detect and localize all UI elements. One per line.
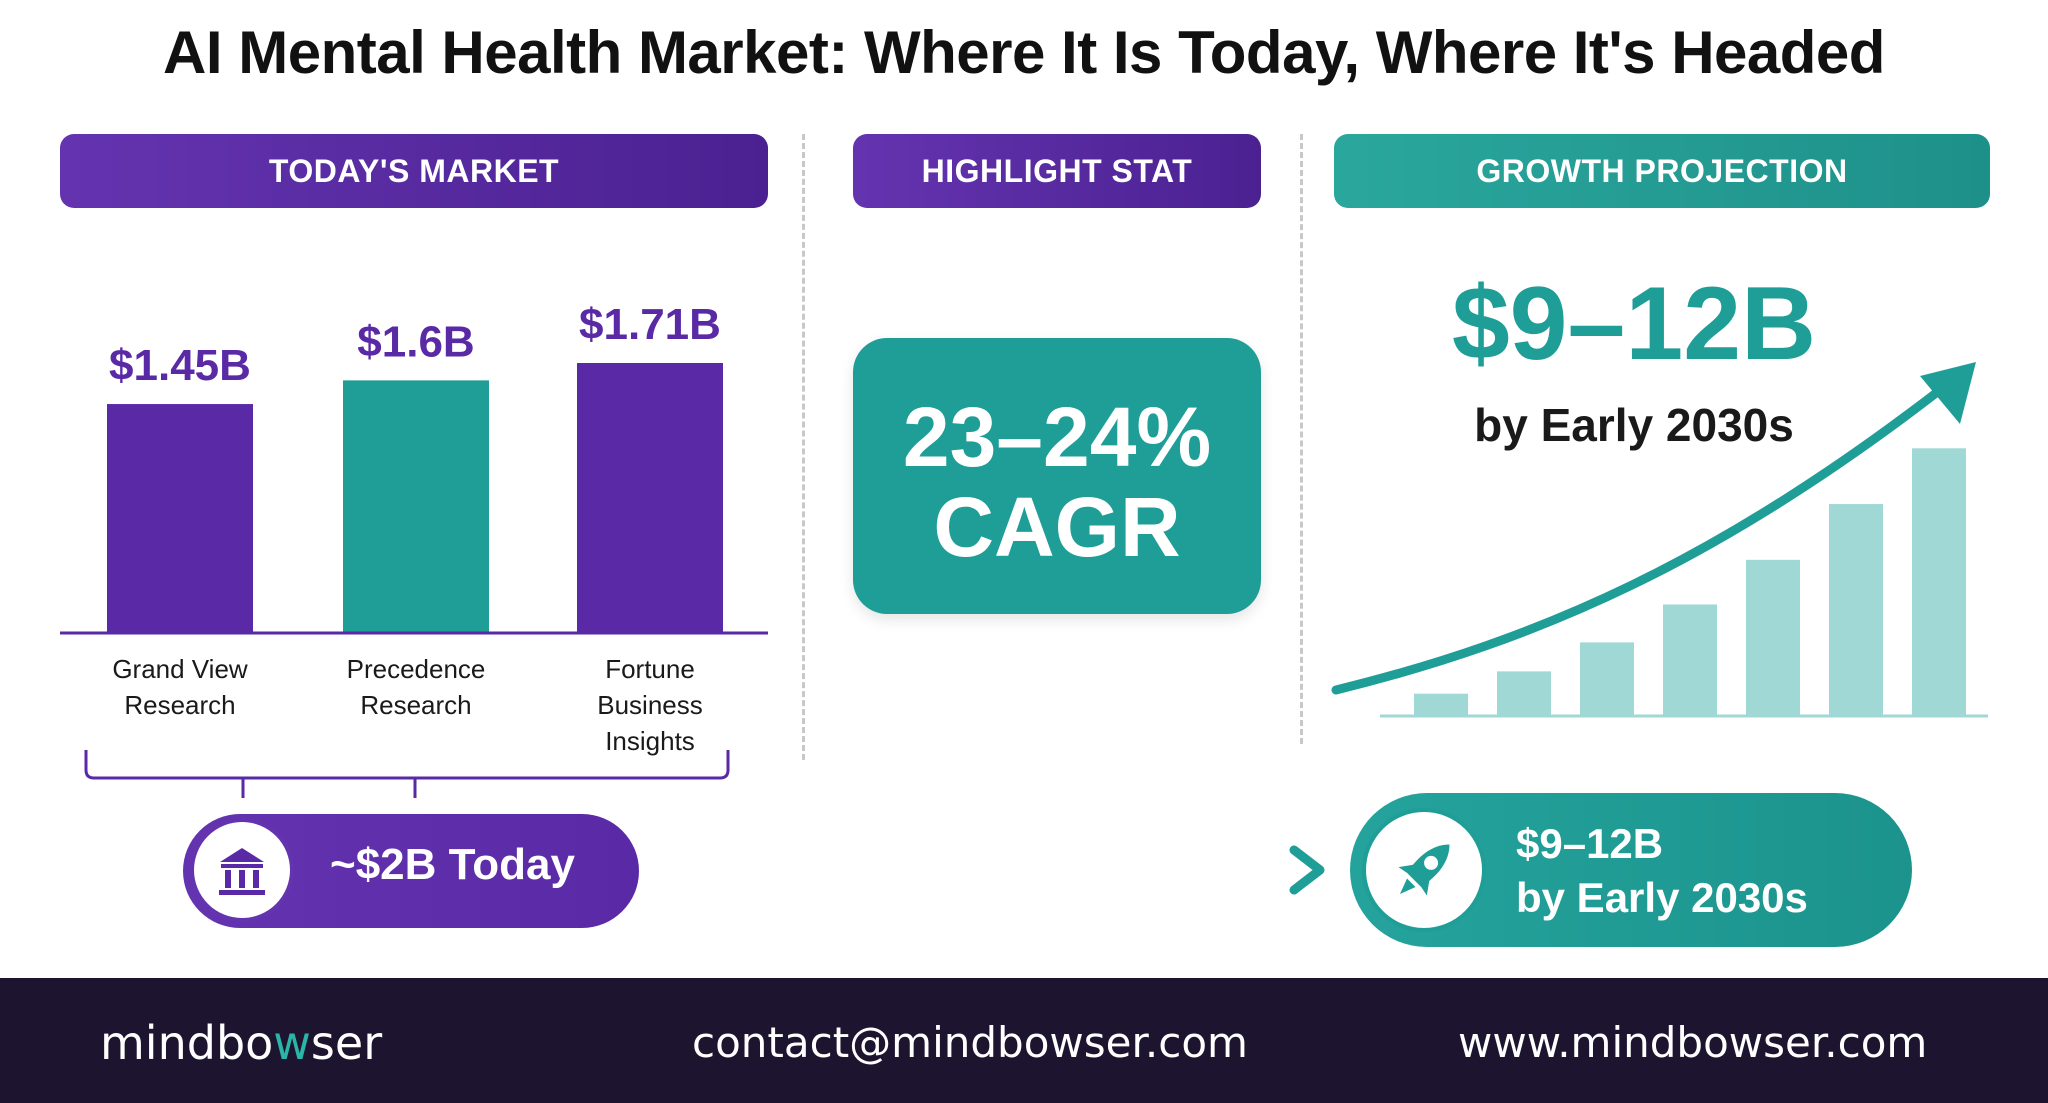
projection-label: by Early 2030s xyxy=(1474,399,1794,451)
market-bar-chart: $1.45B Grand View Research $1.6B Precedence R… xyxy=(60,300,768,756)
growth-bar xyxy=(1414,693,1468,716)
market-bar xyxy=(343,380,489,633)
growth-bar xyxy=(1912,448,1966,716)
cagr-value: 23–24% xyxy=(902,390,1212,484)
bar-category-label: Fortune Business Insights xyxy=(597,654,703,756)
section-header-growth-projection: GROWTH PROJECTION xyxy=(1334,134,1990,208)
bar-value-label: $1.71B xyxy=(579,300,721,349)
growth-arrow xyxy=(657,845,1325,895)
today-market-text: ~$2B Today xyxy=(330,840,575,889)
rocket-icon xyxy=(1398,844,1450,896)
projection-value: $9–12B xyxy=(1451,266,1817,382)
cagr-label: CAGR xyxy=(933,480,1181,574)
bar-category-label: Grand View Research xyxy=(112,654,248,720)
growth-bar xyxy=(1580,642,1634,716)
sources-bracket xyxy=(84,750,730,798)
contact-email-link[interactable]: contact@mindbowser.com xyxy=(692,1018,1248,1067)
page-title: AI Mental Health Market: Where It Is Tod… xyxy=(163,19,1885,86)
future-market-value: $9–12B xyxy=(1516,820,1664,867)
today-icon-badge xyxy=(190,818,294,922)
mindbowser-logo: mindbowser xyxy=(100,1016,383,1070)
bar-category-label: Precedence Research xyxy=(347,654,486,720)
future-market-label: by Early 2030s xyxy=(1516,874,1808,921)
growth-bar xyxy=(1829,504,1883,716)
trend-arrow-head xyxy=(1920,362,1976,424)
bank-icon xyxy=(219,848,265,895)
growth-bar xyxy=(1663,604,1717,716)
growth-bar xyxy=(1746,559,1800,716)
footer-bar xyxy=(0,978,2048,1103)
section-header-todays-market: TODAY'S MARKET xyxy=(60,134,768,208)
section-divider xyxy=(802,134,805,760)
website-link[interactable]: www.mindbowser.com xyxy=(1458,1018,1928,1067)
growth-bar xyxy=(1497,671,1551,716)
cagr-stat-box: 23–24% CAGR xyxy=(853,338,1261,614)
future-icon-badge xyxy=(1362,808,1486,932)
bar-value-label: $1.45B xyxy=(109,341,251,390)
market-bar xyxy=(577,363,723,633)
trend-arrow-line xyxy=(1331,385,1945,695)
growth-bar-chart xyxy=(1331,362,1988,718)
bar-value-label: $1.6B xyxy=(357,317,474,366)
section-divider xyxy=(1300,134,1303,744)
section-header-highlight-stat: HIGHLIGHT STAT xyxy=(853,134,1261,208)
market-bar xyxy=(107,404,253,633)
